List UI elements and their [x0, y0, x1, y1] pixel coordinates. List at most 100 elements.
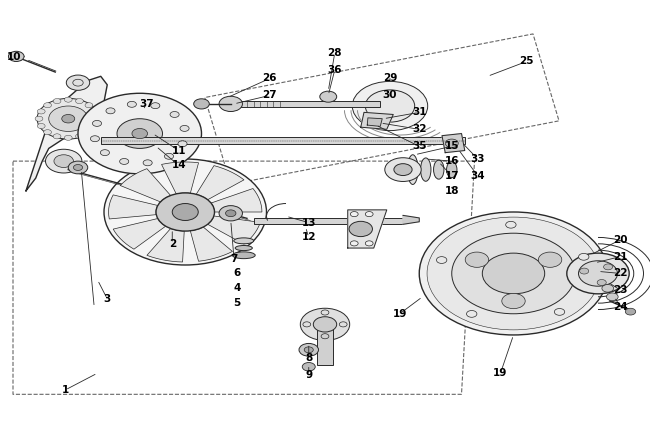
Text: 35: 35 — [412, 141, 426, 151]
Text: 8: 8 — [305, 353, 313, 363]
Circle shape — [304, 347, 313, 353]
Text: 21: 21 — [614, 251, 628, 262]
Circle shape — [44, 130, 51, 135]
Circle shape — [597, 279, 606, 285]
Text: 31: 31 — [412, 107, 426, 117]
Text: 25: 25 — [519, 56, 534, 67]
Polygon shape — [120, 169, 170, 202]
Circle shape — [164, 153, 174, 159]
Ellipse shape — [434, 160, 444, 179]
Text: 19: 19 — [493, 368, 508, 378]
Circle shape — [538, 252, 562, 268]
Polygon shape — [361, 112, 393, 129]
Text: 6: 6 — [233, 268, 241, 279]
Circle shape — [170, 112, 179, 117]
Circle shape — [143, 160, 152, 166]
Circle shape — [445, 139, 458, 148]
Circle shape — [580, 268, 589, 274]
Polygon shape — [109, 195, 158, 219]
Circle shape — [180, 126, 189, 131]
Text: 5: 5 — [233, 298, 241, 308]
Text: 2: 2 — [168, 239, 176, 249]
Text: 14: 14 — [172, 160, 186, 170]
Polygon shape — [211, 189, 262, 212]
Circle shape — [75, 98, 83, 103]
Circle shape — [37, 109, 45, 114]
Circle shape — [419, 212, 608, 335]
Bar — [101, 137, 465, 144]
Circle shape — [73, 165, 83, 170]
Text: 3: 3 — [103, 294, 111, 304]
Circle shape — [64, 135, 72, 140]
Text: 29: 29 — [383, 73, 397, 84]
Circle shape — [452, 233, 575, 314]
Circle shape — [350, 241, 358, 246]
Text: 20: 20 — [614, 234, 628, 245]
Polygon shape — [26, 76, 107, 191]
Circle shape — [49, 106, 88, 131]
Text: 17: 17 — [445, 171, 459, 181]
Circle shape — [120, 159, 129, 165]
Polygon shape — [403, 215, 419, 224]
Text: 13: 13 — [302, 218, 316, 228]
Circle shape — [132, 128, 148, 139]
Circle shape — [365, 212, 373, 217]
Circle shape — [75, 134, 83, 139]
Polygon shape — [196, 166, 244, 200]
Circle shape — [46, 149, 82, 173]
Ellipse shape — [421, 158, 431, 181]
Circle shape — [427, 217, 600, 330]
Text: 10: 10 — [7, 52, 21, 62]
Text: 18: 18 — [445, 186, 459, 196]
Text: 22: 22 — [614, 268, 628, 279]
Text: 19: 19 — [393, 309, 407, 319]
Circle shape — [117, 119, 162, 148]
Polygon shape — [147, 229, 184, 262]
Circle shape — [350, 212, 358, 217]
Polygon shape — [367, 118, 382, 126]
Circle shape — [625, 308, 636, 315]
Circle shape — [8, 51, 24, 61]
Polygon shape — [190, 227, 233, 261]
Circle shape — [219, 96, 242, 112]
Circle shape — [92, 123, 99, 128]
Bar — [254, 218, 403, 224]
Polygon shape — [207, 216, 260, 244]
Circle shape — [68, 161, 88, 174]
Circle shape — [44, 103, 51, 108]
Circle shape — [302, 363, 315, 371]
Polygon shape — [442, 134, 465, 153]
Text: 26: 26 — [263, 73, 277, 84]
Circle shape — [127, 101, 136, 107]
Circle shape — [226, 210, 236, 217]
Circle shape — [151, 103, 160, 109]
Circle shape — [604, 264, 613, 270]
Circle shape — [300, 308, 350, 340]
Circle shape — [506, 221, 516, 228]
Circle shape — [35, 116, 43, 121]
Circle shape — [92, 120, 101, 126]
Bar — [317, 326, 333, 365]
Circle shape — [219, 206, 242, 221]
Circle shape — [90, 136, 99, 142]
Circle shape — [85, 103, 93, 108]
Polygon shape — [162, 162, 198, 194]
Circle shape — [94, 116, 101, 121]
Circle shape — [436, 257, 447, 263]
Circle shape — [578, 254, 589, 260]
Circle shape — [467, 310, 477, 317]
Circle shape — [62, 114, 75, 123]
Circle shape — [54, 155, 73, 167]
Circle shape — [352, 81, 428, 131]
Text: 30: 30 — [383, 90, 397, 100]
Circle shape — [92, 109, 99, 114]
Circle shape — [365, 241, 373, 246]
Text: 33: 33 — [471, 154, 485, 164]
Circle shape — [172, 204, 198, 220]
Text: 1: 1 — [61, 385, 69, 395]
Circle shape — [156, 193, 214, 231]
Circle shape — [78, 93, 202, 174]
Text: 9: 9 — [306, 370, 312, 380]
Circle shape — [394, 164, 412, 176]
Ellipse shape — [447, 162, 457, 178]
